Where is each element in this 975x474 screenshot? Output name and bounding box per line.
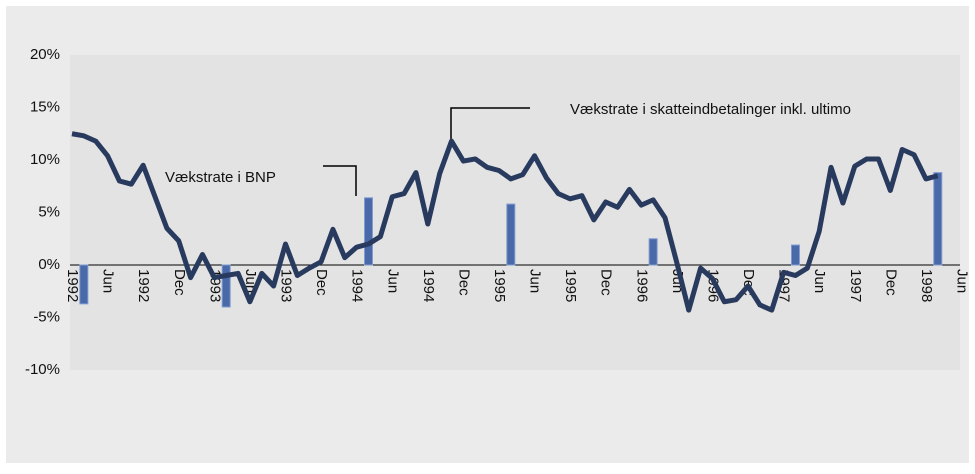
bar [506,203,516,266]
x-tick-label: 1995 [491,269,508,302]
bar [364,197,373,266]
bar [933,172,943,266]
y-tick-label: 10% [30,151,60,168]
x-tick-label: 1992 [135,269,152,302]
x-tick-label: Dec [313,269,330,296]
annotation: Vækstrate i skatteindbetalinger inkl. ul… [570,101,851,118]
x-tick-label: Jun [527,269,544,293]
x-tick-label: Dec [882,269,899,296]
y-tick-label: -5% [33,308,60,325]
leader-line [450,107,530,140]
y-tick-label: 15% [30,98,60,115]
x-tick-label: Jun [954,269,971,293]
bar [221,264,231,308]
x-tick-label: Dec [455,269,472,296]
x-tick-label: 1993 [278,269,295,302]
x-tick-label: 1998 [918,269,935,302]
bar [648,238,658,266]
x-tick-label: Jun [100,269,117,293]
line [71,131,939,313]
bar [79,264,89,305]
x-tick-label: 1994 [420,269,437,302]
x-tick-label: Jun [384,269,401,293]
x-tick-label: Jun [811,269,828,293]
x-tick-label: 1996 [633,269,650,302]
x-tick-label: 1992 [64,269,81,302]
y-tick-label: 20% [30,46,60,63]
x-tick-label: Dec [598,269,615,296]
x-tick-label: 1994 [349,269,366,302]
y-tick-label: 5% [38,203,60,220]
x-tick-label: Dec [171,269,188,296]
leader-line [323,165,357,196]
x-tick-label: 1997 [847,269,864,302]
bar [790,244,800,266]
y-tick-label: -10% [25,361,60,378]
annotation: Vækstrate i BNP [165,169,276,186]
y-tick-label: 0% [38,256,60,273]
x-tick-label: 1995 [562,269,579,302]
